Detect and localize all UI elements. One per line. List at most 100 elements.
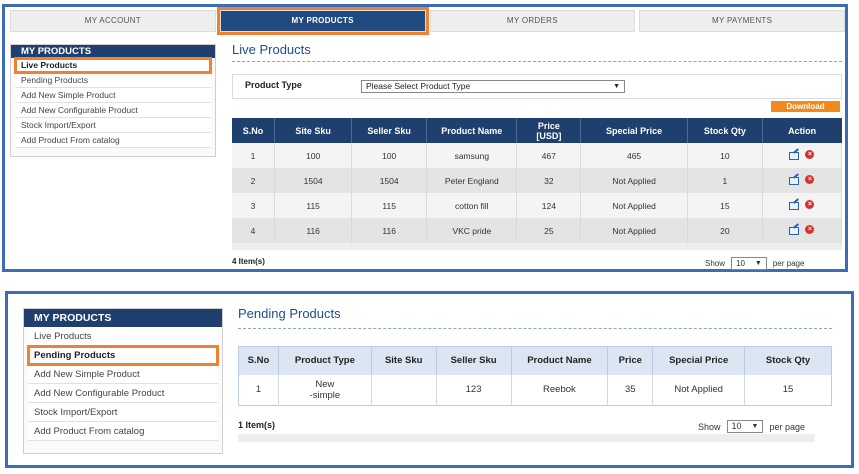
table-row: 4 116 116 VKC pride 25 Not Applied 20 ×: [232, 218, 843, 243]
sidebar-item-live-products[interactable]: Live Products: [14, 57, 212, 74]
cell-stock-qty: 20: [687, 218, 763, 243]
sidebar-item-stock-import-export[interactable]: Stock Import/Export: [28, 403, 218, 422]
tab-my-products[interactable]: MY PRODUCTS: [216, 7, 429, 35]
cell-sno: 2: [232, 168, 276, 193]
per-page-select[interactable]: 10 ▼: [731, 257, 767, 270]
title-divider: [232, 61, 842, 62]
sidebar-item-pending-products[interactable]: Pending Products: [15, 73, 211, 88]
delete-icon[interactable]: ×: [805, 150, 815, 159]
product-type-label: Product Type: [245, 80, 302, 90]
col-special-price: Special Price: [580, 118, 688, 143]
tab-my-account[interactable]: MY ACCOUNT: [10, 10, 216, 32]
cell-product-name: VKC pride: [426, 218, 518, 243]
page-title: Live Products: [232, 42, 311, 57]
col-stock-qty: Stock Qty: [687, 118, 763, 143]
col-special-price: Special Price: [652, 346, 746, 375]
product-type-select[interactable]: Please Select Product Type ▼: [361, 80, 625, 93]
cell-seller-sku: 123: [436, 374, 512, 406]
cell-site-sku: 100: [274, 143, 353, 168]
col-product-name: Product Name: [511, 346, 609, 375]
cell-seller-sku: 115: [351, 193, 428, 218]
col-product-type: Product Type: [278, 346, 372, 375]
live-products-table: S.No Site Sku Seller Sku Product Name Pr…: [232, 118, 843, 243]
cell-product-name: Peter England: [426, 168, 518, 193]
download-button[interactable]: Download: [771, 101, 840, 112]
sidebar-item-add-simple-product[interactable]: Add New Simple Product: [28, 365, 218, 384]
col-stock-qty: Stock Qty: [744, 346, 832, 375]
cell-seller-sku: 116: [351, 218, 428, 243]
col-price: Price [USD]: [516, 118, 582, 143]
sidebar-item-add-simple-product[interactable]: Add New Simple Product: [15, 88, 211, 103]
cell-special-price: Not Applied: [580, 193, 688, 218]
sidebar-title: MY PRODUCTS: [24, 309, 222, 327]
sidebar: MY PRODUCTS Live Products Pending Produc…: [23, 308, 223, 454]
edit-icon[interactable]: [789, 225, 800, 235]
live-products-panel: MY ACCOUNT MY PRODUCTS MY ORDERS MY PAYM…: [2, 4, 848, 272]
per-page-select[interactable]: 10 ▼: [726, 420, 764, 433]
sidebar-item-add-from-catalog[interactable]: Add Product From catalog: [28, 422, 218, 441]
edit-icon[interactable]: [789, 150, 800, 160]
cell-stock-qty: 15: [744, 374, 832, 406]
item-count: 4 Item(s): [232, 257, 265, 266]
sidebar-item-pending-products[interactable]: Pending Products: [27, 345, 219, 366]
delete-icon[interactable]: ×: [805, 200, 815, 209]
chevron-down-icon: ▼: [754, 260, 762, 267]
show-label: Show: [698, 421, 721, 432]
cell-price: 32: [516, 168, 582, 193]
sidebar-item-stock-import-export[interactable]: Stock Import/Export: [15, 118, 211, 133]
sidebar-item-live-products[interactable]: Live Products: [28, 327, 218, 346]
sidebar-item-add-configurable-product[interactable]: Add New Configurable Product: [15, 103, 211, 118]
delete-icon[interactable]: ×: [805, 175, 815, 184]
cell-seller-sku: 100: [351, 143, 428, 168]
cell-stock-qty: 15: [687, 193, 763, 218]
sidebar-title: MY PRODUCTS: [11, 45, 215, 58]
table-row: 1 100 100 samsung 467 465 10 ×: [232, 143, 843, 168]
sidebar-item-add-configurable-product[interactable]: Add New Configurable Product: [28, 384, 218, 403]
table-row: 2 1504 1504 Peter England 32 Not Applied…: [232, 168, 843, 193]
cell-site-sku: 115: [274, 193, 353, 218]
col-sno: S.No: [232, 118, 276, 143]
cell-action: ×: [762, 168, 843, 193]
cell-price: 467: [516, 143, 582, 168]
per-page-label: per page: [772, 259, 805, 268]
table-row: 1 New -simple 123 Reebok 35 Not Applied …: [238, 374, 832, 406]
cell-sno: 1: [238, 374, 279, 406]
cell-product-type: New -simple: [278, 374, 372, 406]
table-row: 3 115 115 cotton fill 124 Not Applied 15…: [232, 193, 843, 218]
sidebar-item-add-from-catalog[interactable]: Add Product From catalog: [15, 133, 211, 148]
col-product-name: Product Name: [426, 118, 518, 143]
pending-products-table: S.No Product Type Site Sku Seller Sku Pr…: [238, 346, 832, 406]
table-header-row: S.No Product Type Site Sku Seller Sku Pr…: [238, 346, 832, 375]
cell-action: ×: [762, 218, 843, 243]
edit-icon[interactable]: [789, 200, 800, 210]
item-count: 1 Item(s): [238, 420, 276, 430]
cell-special-price: Not Applied: [652, 374, 746, 406]
cell-sno: 3: [232, 193, 276, 218]
pending-products-panel: MY PRODUCTS Live Products Pending Produc…: [5, 291, 854, 468]
cell-special-price: Not Applied: [580, 168, 688, 193]
cell-special-price: Not Applied: [580, 218, 688, 243]
delete-icon[interactable]: ×: [805, 225, 815, 234]
col-seller-sku: Seller Sku: [351, 118, 428, 143]
cell-price: 124: [516, 193, 582, 218]
product-type-filter: Product Type Please Select Product Type …: [232, 74, 842, 99]
chevron-down-icon: ▼: [751, 423, 759, 430]
cell-price: 35: [607, 374, 654, 406]
title-divider: [238, 328, 832, 329]
tab-my-orders[interactable]: MY ORDERS: [429, 10, 636, 32]
cell-price: 25: [516, 218, 582, 243]
tab-my-payments[interactable]: MY PAYMENTS: [639, 10, 845, 32]
per-page-value: 10: [736, 259, 745, 268]
edit-icon[interactable]: [789, 175, 800, 185]
pager: Show 10 ▼ per page: [698, 420, 805, 433]
cell-sno: 1: [232, 143, 276, 168]
pager: Show 10 ▼ per page: [705, 257, 804, 270]
cell-special-price: 465: [580, 143, 688, 168]
cell-product-name: Reebok: [511, 374, 609, 406]
cell-stock-qty: 10: [687, 143, 763, 168]
col-sno: S.No: [238, 346, 279, 375]
col-seller-sku: Seller Sku: [436, 346, 512, 375]
cell-site-sku: [371, 374, 437, 406]
table-footer-bar: [232, 243, 842, 250]
col-action: Action: [762, 118, 842, 143]
